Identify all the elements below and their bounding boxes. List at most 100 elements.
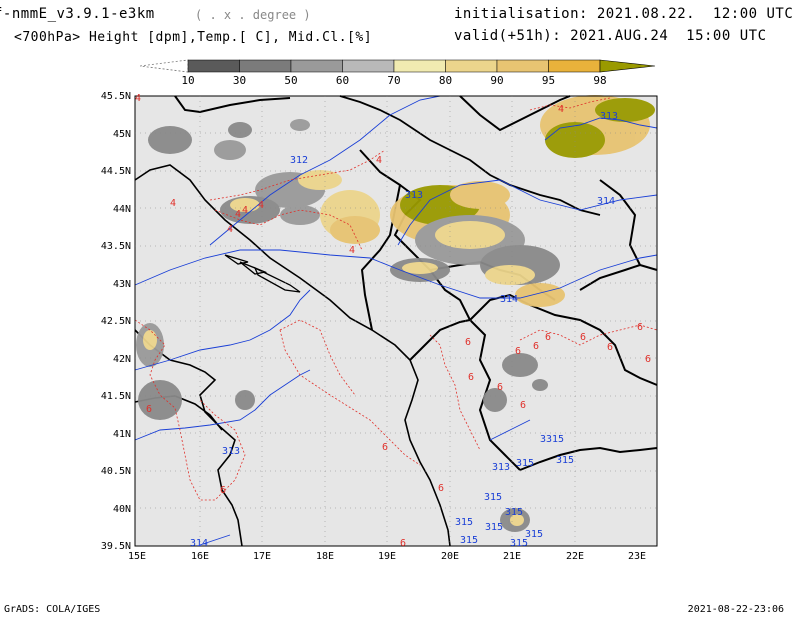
height-label: 315 <box>484 492 502 503</box>
lon-label: 20E <box>441 551 459 562</box>
height-label: 315 <box>485 522 503 533</box>
temp-label: 6 <box>465 337 471 348</box>
height-labels: 312 313 314 313 314 313 314 3315 315 313… <box>190 111 618 549</box>
height-label: 315 <box>516 458 534 469</box>
country-border <box>174 95 291 114</box>
colorbar-label: 90 <box>490 74 503 87</box>
temp-label: 6 <box>400 538 406 549</box>
lon-label: 21E <box>503 551 521 562</box>
lat-label: 41N <box>113 429 131 440</box>
field-subtitle: <700hPa> Height [dpm],Temp.[ C], Mid.Cl.… <box>14 30 373 45</box>
lat-label: 39.5N <box>101 541 131 552</box>
colorbar-box <box>290 59 343 73</box>
lon-label: 15E <box>128 551 146 562</box>
height-label: 313 <box>222 446 240 457</box>
initialisation-time: initialisation: 2021.08.22. 12:00 UTC <box>454 6 794 22</box>
height-label: 315 <box>505 507 523 518</box>
height-label: 3315 <box>540 434 564 445</box>
temp-label: 6 <box>438 483 444 494</box>
temp-label: 4 <box>170 198 176 209</box>
temp-label: 6 <box>645 354 651 365</box>
temp-label: 6 <box>146 404 152 415</box>
lon-label: 18E <box>316 551 334 562</box>
lat-axis: 45.5N 45N 44.5N 44N 43.5N 43N 42.5N 42N … <box>101 91 131 552</box>
height-label: 313 <box>600 111 618 122</box>
temp-label: 6 <box>497 382 503 393</box>
temp-label: 6 <box>533 341 539 352</box>
lat-label: 44N <box>113 204 131 215</box>
colorbar-label: 95 <box>542 74 555 87</box>
height-label: 313 <box>492 462 510 473</box>
temp-label: 4 <box>242 205 248 216</box>
country-border <box>459 95 571 132</box>
colorbar-labels: 10 30 50 60 70 80 90 95 98 <box>181 74 606 87</box>
height-label: 315 <box>556 455 574 466</box>
temp-label: 6 <box>515 346 521 357</box>
grid-units: ( . x . degree ) <box>195 8 311 22</box>
render-timestamp: 2021-08-22-23:06 <box>687 604 784 615</box>
height-label: 315 <box>455 517 473 528</box>
lon-label: 17E <box>253 551 271 562</box>
temp-labels: 4 4 4 4 4 4 4 4 4 6 6 6 6 6 6 6 6 6 6 6 … <box>135 93 651 549</box>
temp-label: 6 <box>520 400 526 411</box>
height-label: 312 <box>290 155 308 166</box>
lon-label: 22E <box>566 551 584 562</box>
lat-label: 42.5N <box>101 316 131 327</box>
country-border <box>409 318 521 471</box>
temp-label: 6 <box>382 442 388 453</box>
lat-label: 45N <box>113 129 131 140</box>
country-border <box>519 446 658 471</box>
country-border <box>359 149 402 331</box>
temp-label: 6 <box>545 332 551 343</box>
temp-label: 4 <box>235 209 241 220</box>
colorbar-label: 80 <box>439 74 452 87</box>
temp-label: 6 <box>468 372 474 383</box>
country-border <box>469 293 658 386</box>
colorbar-box <box>393 59 446 73</box>
island-3 <box>224 254 249 265</box>
temp-label: 4 <box>558 104 564 115</box>
lat-label: 43.5N <box>101 241 131 252</box>
colorbar-box <box>239 59 292 73</box>
colorbar-boxes <box>187 59 601 73</box>
grads-credit: GrADS: COLA/IGES <box>4 604 101 615</box>
height-label: 314 <box>500 294 518 305</box>
colorbar-label: 30 <box>233 74 246 87</box>
temp-label: 6 <box>580 332 586 343</box>
lat-label: 45.5N <box>101 91 131 102</box>
lon-axis: 15E 16E 17E 18E 19E 20E 21E 22E 23E <box>128 551 646 562</box>
colorbar-label: 10 <box>181 74 194 87</box>
colorbar-box <box>496 59 549 73</box>
height-contours <box>134 95 658 546</box>
colorbar-box <box>187 59 240 73</box>
temp-contours <box>134 97 658 501</box>
temp-label: 6 <box>220 485 226 496</box>
height-label: 314 <box>190 538 208 549</box>
lat-label: 43N <box>113 279 131 290</box>
colorbar-right-arrow <box>599 59 656 73</box>
height-label: 315 <box>525 529 543 540</box>
island-2 <box>239 261 268 275</box>
lon-label: 16E <box>191 551 209 562</box>
colorbar-label: 60 <box>336 74 349 87</box>
height-label: 315 <box>460 535 478 546</box>
lat-label: 44.5N <box>101 166 131 177</box>
colorbar-label: 50 <box>284 74 297 87</box>
model-title: f-nmmE_v3.9.1-e3km <box>0 6 155 22</box>
height-label: 315 <box>510 538 528 549</box>
height-label: 314 <box>597 196 615 207</box>
cloud-fields <box>136 95 655 532</box>
height-label: 313 <box>405 190 423 201</box>
lon-label: 19E <box>378 551 396 562</box>
lat-label: 40N <box>113 504 131 515</box>
italy-coast <box>134 329 243 547</box>
temp-label: 6 <box>637 322 643 333</box>
temp-label: 6 <box>607 342 613 353</box>
colorbar-label: 70 <box>387 74 400 87</box>
temp-label: 4 <box>376 155 382 166</box>
colorbar: 10 30 50 60 70 80 90 95 98 <box>140 59 656 87</box>
colorbar-left-arrow <box>140 59 189 73</box>
country-border <box>599 179 658 271</box>
temp-label: 4 <box>227 224 233 235</box>
